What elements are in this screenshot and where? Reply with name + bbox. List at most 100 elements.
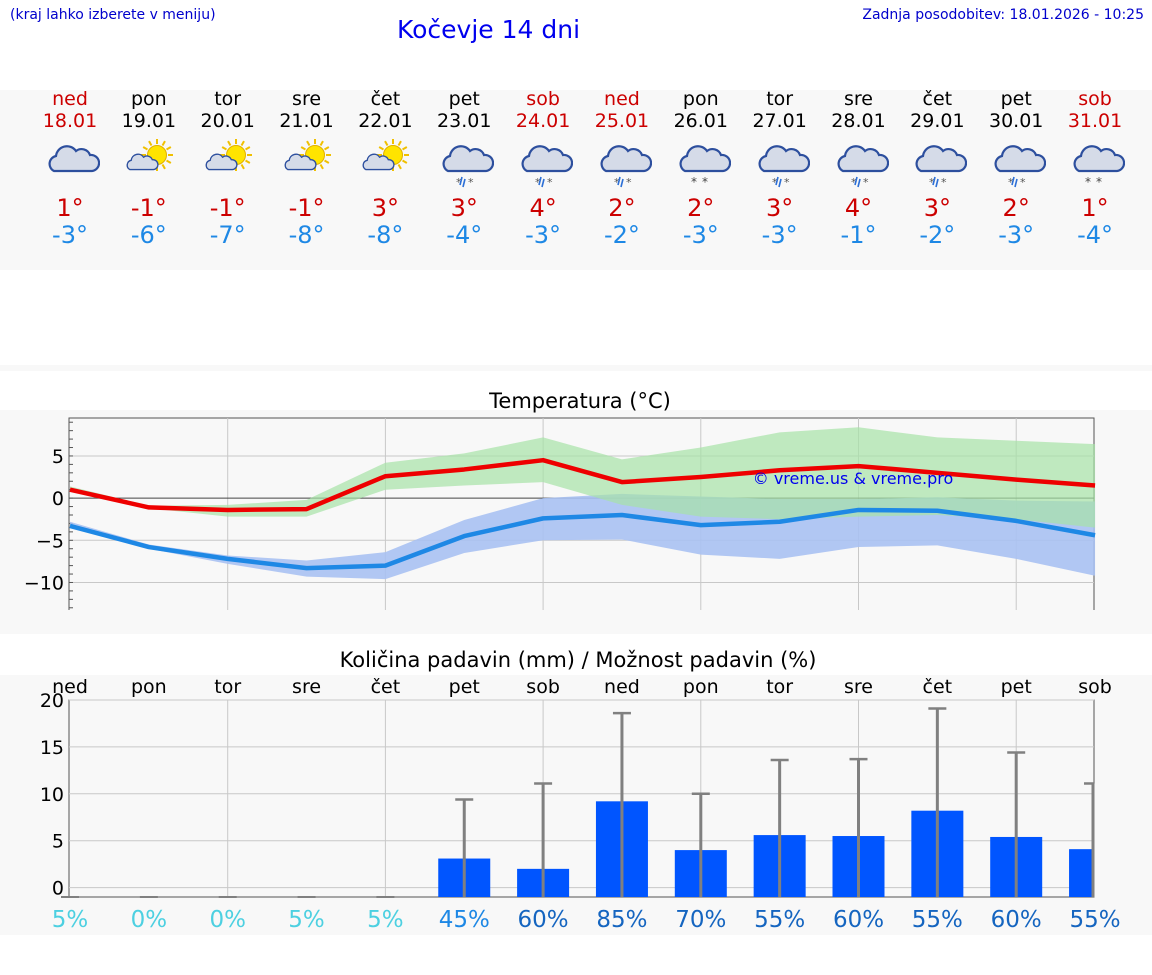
day-name: ned (52, 88, 88, 110)
snow-icon: * * (1073, 145, 1126, 189)
svg-text:*: * (941, 176, 947, 189)
max-temp-line (69, 457, 1096, 513)
svg-text:*: * (626, 176, 632, 189)
separator-band (0, 365, 1152, 371)
y-tick-label: 0 (52, 878, 64, 900)
day-date: 18.01 (42, 110, 98, 132)
sun-cloud-icon (362, 139, 410, 171)
x-category-label: tor (766, 676, 793, 698)
precip-probability: 5% (52, 907, 89, 933)
y-tick-label: 5 (52, 446, 64, 468)
day-name: tor (766, 88, 794, 110)
day-name: čet (922, 88, 953, 110)
sun-cloud-icon (126, 139, 173, 171)
temp-max: 3° (923, 194, 951, 222)
day-name: pon (682, 88, 719, 110)
forecast-day: tor 20.01 -1° -7° (188, 88, 268, 249)
svg-text:*: * (691, 175, 697, 189)
svg-text:*: * (1085, 175, 1091, 189)
temp-min: -3° (52, 221, 88, 249)
temp-max: 2° (687, 194, 715, 222)
precip-probability: 5% (367, 907, 404, 933)
temp-min: -3° (761, 221, 798, 249)
temp-max: 3° (766, 194, 794, 222)
temp-min: -2° (919, 221, 956, 249)
forecast-day: sob 24.01 * * 4° -3° (503, 88, 583, 249)
x-category-label: sre (292, 676, 321, 698)
x-category-label: čet (371, 676, 401, 698)
temp-max: 4° (529, 194, 557, 222)
min-temp-line (69, 507, 1096, 571)
y-tick-label: 15 (40, 737, 64, 759)
temp-max: 2° (1002, 194, 1030, 222)
cloudy-icon (48, 145, 100, 173)
svg-text:*: * (456, 176, 462, 189)
temp-min: -7° (209, 221, 246, 249)
day-date: 29.01 (910, 110, 965, 132)
x-category-label: pet (449, 676, 480, 698)
day-name: pet (1000, 88, 1032, 110)
precip-probability: 60% (833, 907, 884, 933)
svg-text:*: * (614, 176, 620, 189)
temp-max: 1° (56, 194, 84, 222)
precip-probability: 60% (518, 907, 569, 933)
day-date: 28.01 (831, 110, 886, 132)
x-category-label: pon (683, 676, 719, 698)
precip-probability: 60% (991, 907, 1042, 933)
svg-text:*: * (702, 175, 708, 189)
day-date: 22.01 (358, 110, 413, 132)
x-category-label: sob (526, 676, 560, 698)
x-category-label: čet (923, 676, 953, 698)
sleet-icon: * * (521, 145, 574, 189)
precip-probability: 5% (288, 907, 325, 933)
y-tick-label: −10 (24, 572, 64, 594)
day-name: pet (448, 88, 480, 110)
day-date: 25.01 (594, 110, 650, 132)
temp-min: -3° (682, 221, 719, 249)
sun-cloud-icon (284, 139, 331, 171)
temp-max: -1° (288, 194, 325, 222)
svg-text:*: * (535, 176, 541, 189)
precip-probability: 45% (439, 907, 490, 933)
day-name: tor (214, 88, 242, 110)
watermark: © vreme.us & vreme.pro (753, 469, 954, 488)
forecast-day: sre 28.01 * * 4° -1° (819, 88, 899, 249)
y-tick-label: 10 (40, 784, 64, 806)
region-note: (kraj lahko izberete v meniju) (10, 7, 216, 23)
last-updated: Zadnja posodobitev: 18.01.2026 - 10:25 (862, 7, 1144, 23)
temp-min: -8° (367, 221, 404, 249)
sleet-icon: * * (758, 145, 810, 189)
sleet-icon: * * (915, 145, 968, 189)
forecast-day: ned 18.01 1° -3° (30, 88, 110, 249)
svg-text:*: * (1096, 175, 1102, 189)
forecast-day: pet 30.01 * * 2° -3° (976, 88, 1056, 249)
day-date: 24.01 (515, 110, 571, 132)
forecast-band (0, 90, 1152, 270)
precip-probability: 0% (209, 907, 246, 933)
day-name: sob (1078, 88, 1112, 110)
x-category-label: ned (604, 676, 640, 698)
day-name: sob (526, 88, 560, 110)
temp-min: -2° (603, 221, 640, 249)
temp-min: -1° (840, 221, 877, 249)
temp-min: -3° (998, 221, 1035, 249)
svg-text:*: * (772, 176, 778, 189)
forecast-day: čet 29.01 * * 3° -2° (897, 88, 977, 249)
precip-probability: 70% (675, 907, 726, 933)
precip-probability: 0% (131, 907, 168, 933)
temp-max: 3° (371, 194, 400, 222)
day-name: sre (844, 88, 873, 110)
day-name: sre (292, 88, 322, 110)
temperature-chart: Temperatura (°C) 5 0 −5 −10 © vreme.us & vrem… (24, 389, 1096, 610)
precip-chart-title: Količina padavin (mm) / Možnost padavin … (340, 648, 817, 672)
day-name: ned (604, 88, 640, 110)
forecast-day: tor 27.01 * * 3° -3° (740, 88, 820, 249)
day-date: 31.01 (1067, 110, 1123, 132)
precip-probability: 55% (754, 907, 805, 933)
svg-text:*: * (547, 176, 553, 189)
svg-text:*: * (468, 176, 474, 189)
forecast-day: sre 21.01 -1° -8° (267, 88, 347, 249)
y-tick-label: −5 (36, 530, 64, 552)
x-category-label: ned (52, 676, 88, 698)
forecast-day: čet 22.01 3° -8° (345, 88, 425, 249)
